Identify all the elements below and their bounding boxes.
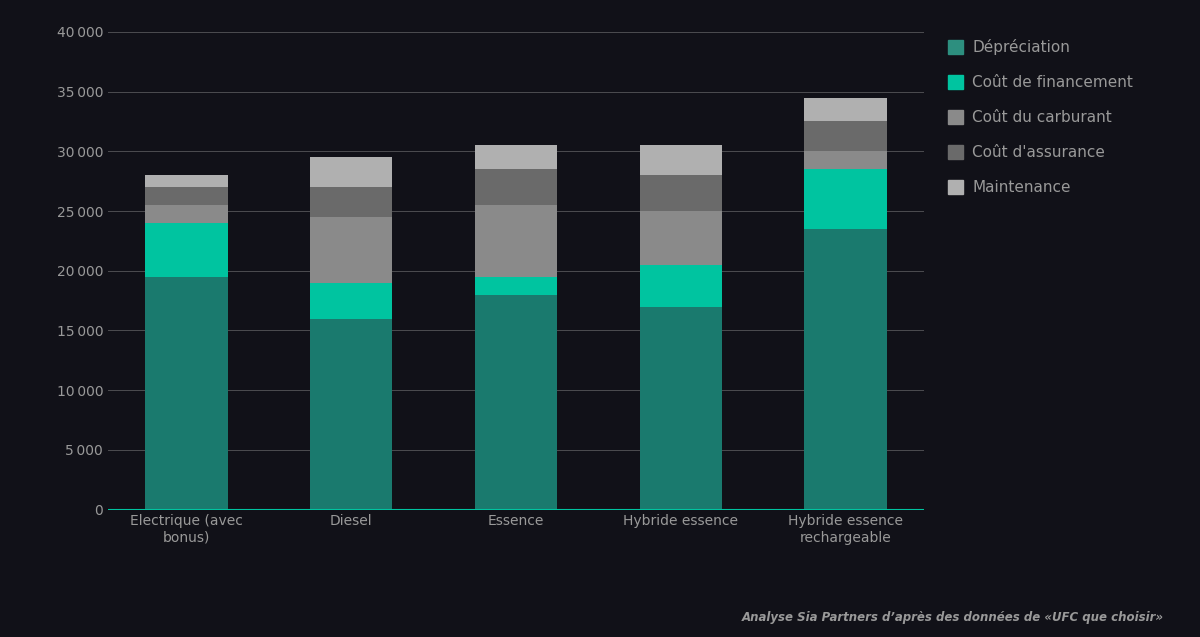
Bar: [804, 169, 887, 229]
Bar: [804, 122, 887, 151]
Text: Analyse Sia Partners d’après des données de «UFC que choisir»: Analyse Sia Partners d’après des données…: [742, 612, 1164, 624]
Bar: [310, 318, 392, 510]
Bar: [640, 306, 722, 510]
Bar: [640, 211, 722, 265]
Bar: [475, 205, 557, 276]
Bar: [310, 187, 392, 217]
Bar: [145, 175, 228, 187]
Bar: [145, 276, 228, 510]
Bar: [804, 229, 887, 510]
Bar: [145, 223, 228, 276]
Bar: [475, 276, 557, 294]
Bar: [310, 283, 392, 318]
Bar: [145, 187, 228, 205]
Bar: [804, 97, 887, 122]
Bar: [475, 169, 557, 205]
Bar: [475, 145, 557, 169]
Bar: [475, 294, 557, 510]
Bar: [640, 145, 722, 175]
Bar: [804, 152, 887, 169]
Bar: [145, 205, 228, 223]
Bar: [310, 157, 392, 187]
Bar: [640, 175, 722, 211]
Legend: Dépréciation, Coût de financement, Coût du carburant, Coût d'assurance, Maintena: Dépréciation, Coût de financement, Coût …: [948, 39, 1133, 195]
Bar: [310, 217, 392, 283]
Bar: [640, 265, 722, 306]
